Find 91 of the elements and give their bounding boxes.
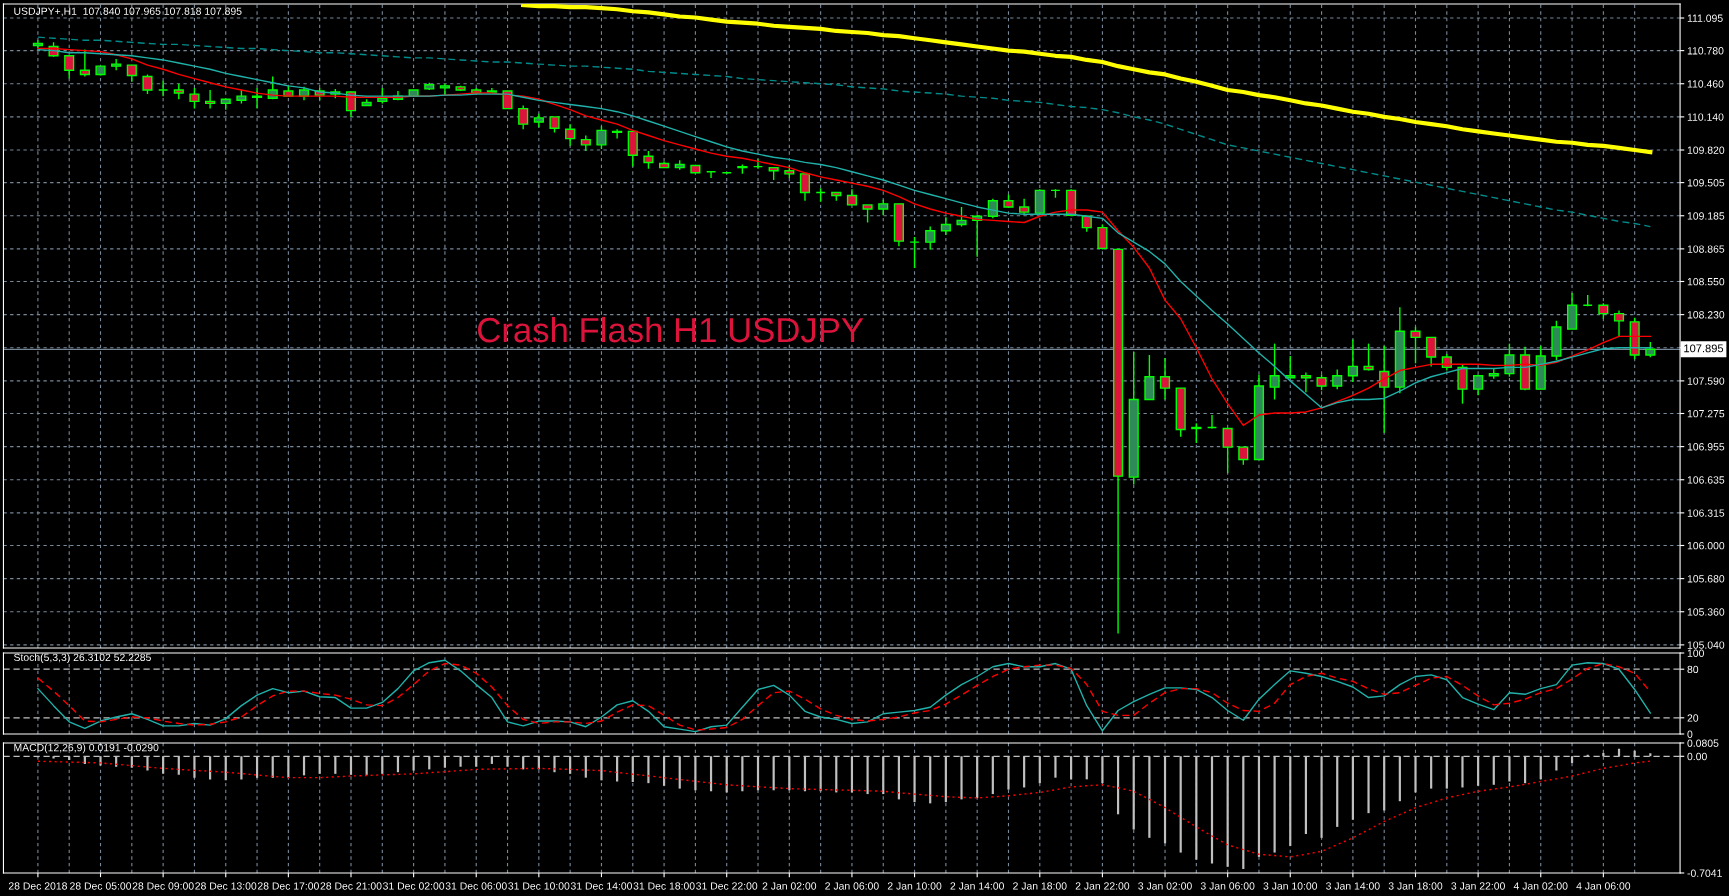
x-tick-label: 2 Jan 18:00 [1013, 882, 1067, 890]
annotation: Crash Flash H1 USDJPY [478, 316, 864, 343]
x-tick-label: 3 Jan 22:00 [1451, 882, 1505, 890]
candlestick [1097, 223, 1108, 251]
y-tick-label: 108.230 [1687, 311, 1725, 319]
x-tick-label: 28 Dec 13:00 [195, 882, 257, 890]
y-tick-label: 105.040 [1687, 641, 1725, 649]
y-tick-label: 80 [1687, 665, 1699, 674]
candlestick [1457, 363, 1468, 405]
y-tick-label: 105.680 [1687, 575, 1725, 583]
candlestick [956, 206, 967, 228]
x-tick-label: 4 Jan 06:00 [1576, 882, 1631, 890]
candlestick [1613, 309, 1625, 338]
y-tick-label: 107.275 [1687, 409, 1725, 418]
x-tick-label: 2 Jan 10:00 [887, 882, 942, 890]
y-tick-label: 0.0805 [1687, 739, 1719, 747]
x-tick-label: 3 Jan 10:00 [1263, 882, 1318, 890]
x-tick-label: 28 Dec 2018 [8, 882, 67, 890]
x-tick-label: 31 Dec 14:00 [570, 882, 633, 890]
candlestick [799, 173, 811, 202]
y-tick-label: 0.00 [1687, 752, 1707, 761]
y-tick-label: 0 [1687, 730, 1693, 738]
y-tick-label: 109.820 [1687, 146, 1725, 154]
y-tick-label: -0.7041 [1687, 869, 1722, 877]
x-tick-label: 31 Dec 10:00 [508, 882, 570, 890]
x-tick-label: 31 Dec 06:00 [445, 882, 507, 890]
candlestick [1410, 326, 1421, 364]
candlestick [1034, 188, 1045, 214]
candlestick [1363, 342, 1374, 372]
candlestick [79, 48, 90, 78]
y-tick-label: 109.505 [1687, 179, 1725, 187]
candlestick [1504, 342, 1515, 378]
y-tick-label: 110.780 [1687, 47, 1724, 55]
x-tick-label: 31 Dec 22:00 [696, 882, 758, 890]
x-tick-label: 3 Jan 02:00 [1138, 882, 1192, 890]
y-tick-label: 111.095 [1687, 14, 1723, 22]
line-series [37, 36, 1652, 228]
candlestick [1347, 338, 1358, 383]
x-tick-label: 4 Jan 02:00 [1513, 882, 1568, 890]
y-tick-label: 20 [1687, 714, 1699, 722]
chart-title: MACD(12,26,9) 0.0191 -0.0290 [14, 743, 159, 754]
candlestick [189, 87, 200, 110]
candlestick [1332, 368, 1343, 390]
candlestick [64, 55, 75, 80]
y-tick-label: 109.185 [1687, 212, 1725, 220]
candlestick [1379, 344, 1390, 434]
chart-title: Stoch(5,3,3) 26.3102 52.2285 [13, 653, 151, 664]
ref-line-label: 107.895 [1684, 344, 1724, 353]
x-tick-label: 31 Dec 02:00 [383, 882, 445, 890]
y-tick-label: 106.955 [1687, 443, 1725, 451]
y-tick-label: 108.865 [1687, 245, 1725, 253]
candlestick [1144, 354, 1155, 401]
candlestick [596, 125, 607, 150]
x-tick-label: 31 Dec 18:00 [633, 882, 695, 890]
y-tick-label: 106.315 [1687, 509, 1725, 517]
y-tick-label: 107.590 [1687, 377, 1725, 385]
candlestick [518, 104, 529, 130]
x-tick-label: 2 Jan 14:00 [950, 882, 1004, 890]
candlestick [1159, 357, 1171, 401]
candlestick [565, 123, 576, 147]
x-tick-label: 3 Jan 06:00 [1200, 882, 1255, 890]
x-tick-label: 28 Dec 21:00 [320, 882, 382, 890]
candlestick [142, 73, 153, 95]
x-tick-label: 3 Jan 18:00 [1388, 882, 1443, 890]
x-tick-label: 28 Dec 05:00 [70, 882, 132, 890]
y-tick-label: 106.000 [1687, 541, 1725, 550]
candlestick [1222, 427, 1233, 474]
candlestick [251, 87, 263, 110]
y-tick-label: 106.635 [1687, 476, 1725, 484]
y-tick-label: 100 [1687, 649, 1704, 657]
line-series [37, 760, 1652, 858]
candlestick [1269, 342, 1280, 401]
candlestick [1426, 336, 1437, 368]
line-series [521, 4, 1653, 155]
candlestick [205, 89, 216, 110]
x-tick-label: 2 Jan 06:00 [825, 882, 879, 890]
y-tick-label: 105.360 [1687, 608, 1725, 616]
y-tick-label: 108.550 [1687, 277, 1725, 286]
x-tick-label: 2 Jan 02:00 [762, 882, 817, 890]
x-tick-label: 2 Jan 22:00 [1075, 882, 1130, 890]
candlestick [1566, 292, 1578, 330]
x-tick-label: 28 Dec 09:00 [132, 882, 194, 890]
y-tick-label: 110.460 [1687, 80, 1724, 88]
candlestick [1300, 371, 1312, 393]
x-tick-label: 3 Jan 14:00 [1326, 882, 1380, 890]
chart-title: USDJPY+,H1 107.840 107.965 107.818 107.895 [14, 7, 242, 17]
candlestick [940, 216, 951, 236]
candlestick [925, 225, 936, 251]
y-tick-label: 110.140 [1687, 113, 1724, 121]
x-tick-label: 28 Dec 17:00 [257, 882, 319, 890]
candlestick [627, 130, 638, 168]
